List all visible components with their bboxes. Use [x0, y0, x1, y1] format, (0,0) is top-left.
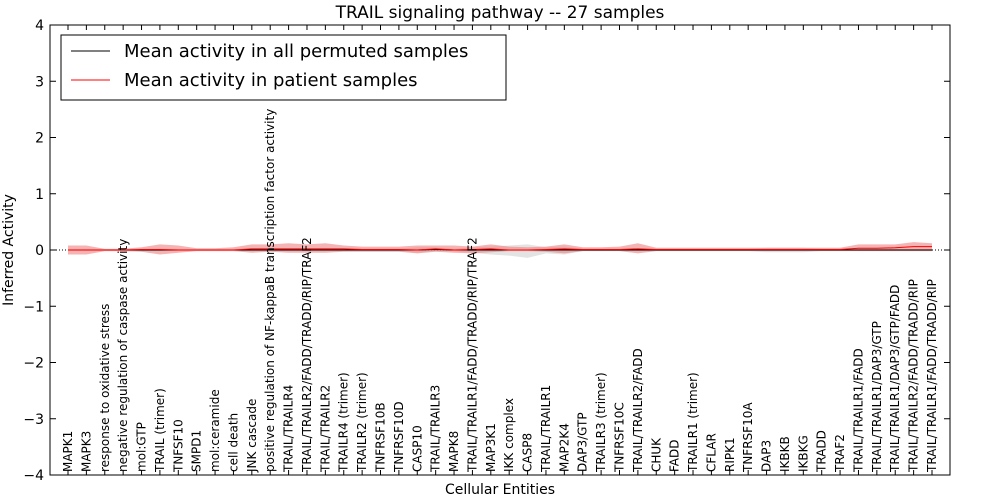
series-line-1	[68, 246, 932, 251]
x-tick-label: TNFRSF10A	[741, 402, 755, 473]
legend: Mean activity in all permuted samples Me…	[60, 34, 507, 101]
x-tick-label: SMPD1	[190, 430, 204, 472]
x-tick-label: MAPK8	[447, 431, 461, 472]
x-tick-label: TRAILR2 (trimer)	[355, 372, 369, 473]
x-tick-label: TRAILR1 (trimer)	[686, 372, 700, 473]
x-tick-label: TRAIL/TRAILR2/FADD/TRADD/RIP/TRAF2	[300, 237, 314, 473]
x-tick-label: CFLAR	[704, 433, 718, 472]
x-tick-label: TRAIL/TRAILR2/FADD	[631, 348, 645, 473]
x-tick-label: TRAF2	[833, 434, 847, 473]
x-tick-label: RIPK1	[723, 437, 737, 472]
x-tick-label: TRAIL/TRAILR1/FADD	[851, 348, 865, 473]
plot-frame	[49, 24, 951, 476]
x-tick-label: CASP10	[410, 425, 424, 472]
y-axis: −4 −3 −2 −1 0 1 2 3 4	[23, 18, 950, 484]
legend-label-patient: Mean activity in patient samples	[124, 70, 418, 91]
x-tick-label: mol:ceramide	[208, 389, 222, 472]
x-tick-label: TRAIL/TRAILR2/FADD/TRADD/RIP	[907, 279, 921, 473]
x-tick-label: CASP8	[521, 433, 535, 472]
x-tick-label: TRAIL/TRAILR1/FADD/TRADD/RIP/TRAF2	[465, 237, 479, 473]
chart-title: TRAIL signaling pathway -- 27 samples	[335, 3, 665, 23]
x-tick-label: CHUK	[649, 437, 663, 472]
x-tick-label: response to oxidative stress	[98, 304, 112, 472]
y-axis-label: Inferred Activity	[1, 194, 17, 306]
x-tick-label: TRAIL/TRAILR1/FADD/TRADD/RIP	[925, 279, 939, 473]
x-tick-label: IKK complex	[502, 398, 516, 472]
x-tick-label: positive regulation of NF-kappaB transcr…	[263, 109, 277, 472]
x-tick-label: TRAILR3 (trimer)	[594, 372, 608, 473]
x-tick-label: TNFRSF10D	[392, 401, 406, 473]
x-tick-label: cell death	[226, 413, 240, 472]
legend-box	[60, 34, 507, 101]
x-tick-label: MAPK3	[79, 431, 93, 472]
x-tick-label: TRAIL/TRAILR1/DAP3/GTP	[870, 321, 884, 473]
x-tick-label: JNK cascade	[245, 399, 259, 473]
x-tick-label: TRAIL/TRAILR3	[429, 385, 443, 473]
x-tick-label: TRADD	[815, 430, 829, 473]
y-tick-label: −3	[23, 412, 44, 428]
x-tick-label: TRAIL/TRAILR1	[539, 385, 553, 473]
y-tick-label: 4	[35, 18, 44, 34]
x-tick-label: TRAIL (trimer)	[153, 388, 167, 473]
x-tick-label: TRAIL/TRAILR2	[318, 385, 332, 473]
x-tick-label: DAP3	[760, 440, 774, 472]
y-tick-label: −2	[23, 356, 44, 372]
x-tick-label: TNFRSF10B	[374, 402, 388, 473]
x-tick-label: MAP3K1	[484, 423, 498, 472]
x-tick-label: TRAIL/TRAILR1/DAP3/GTP/FADD	[888, 285, 902, 473]
y-tick-label: 2	[35, 131, 44, 147]
series-band-1	[68, 242, 932, 255]
x-tick-label: DAP3/GTP	[576, 412, 590, 472]
y-tick-label: 1	[35, 187, 44, 203]
x-tick-label: MAPK1	[61, 431, 75, 472]
x-tick-label: TRAILR4 (trimer)	[337, 372, 351, 473]
x-tick-label: mol:GTP	[135, 422, 149, 472]
x-tick-label: MAP2K4	[557, 423, 571, 472]
y-tick-label: 0	[35, 243, 44, 259]
x-tick-label: IKBKG	[796, 435, 810, 472]
series-lines	[68, 246, 932, 251]
x-tick-label: negative regulation of caspase activity	[116, 239, 130, 472]
x-tick-label: FADD	[668, 440, 682, 473]
x-tick-label: TNFSF10	[171, 419, 185, 473]
y-tick-label: −1	[23, 299, 44, 315]
legend-label-permuted: Mean activity in all permuted samples	[124, 41, 468, 62]
x-tick-label: TRAIL/TRAILR4	[282, 385, 296, 473]
x-axis-label: Cellular Entities	[445, 482, 555, 498]
x-tick-labels: MAPK1 MAPK3 response to oxidative stress ne…	[61, 25, 939, 475]
y-tick-label: −4	[23, 468, 44, 484]
x-tick-label: IKBKB	[778, 436, 792, 472]
x-tick-label: TNFRSF10C	[612, 402, 626, 473]
y-tick-label: 3	[35, 74, 44, 90]
